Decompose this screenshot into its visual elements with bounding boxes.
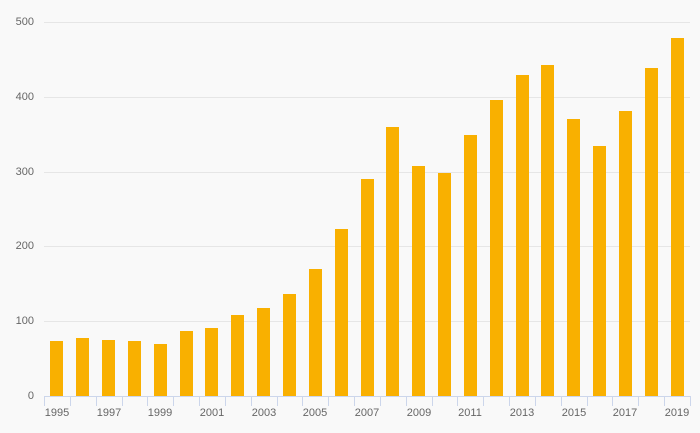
x-axis-tick [354, 397, 355, 406]
y-axis-label: 500 [15, 16, 34, 28]
x-axis-label: 2013 [509, 407, 535, 419]
y-axis-label: 300 [15, 165, 34, 178]
x-axis-label: 2011 [458, 407, 482, 419]
x-axis-line [44, 396, 691, 397]
x-axis-tick [251, 397, 252, 406]
x-axis-tick [122, 397, 123, 406]
x-axis-tick [173, 397, 174, 406]
x-axis-label: 2009 [406, 407, 432, 419]
column-bar-2018[interactable] [645, 68, 658, 396]
column-bar-2001[interactable] [205, 327, 218, 396]
x-axis-tick [483, 397, 484, 406]
x-axis-tick [664, 397, 665, 406]
y-axis-label: 200 [15, 240, 34, 253]
y-grid-line [44, 22, 690, 23]
x-axis-label: 2005 [302, 407, 328, 419]
x-axis-tick [44, 397, 45, 406]
x-axis-tick [509, 397, 510, 406]
x-axis-label: 2003 [251, 407, 277, 419]
x-axis-label: 2007 [354, 407, 380, 419]
x-axis-tick [302, 397, 303, 406]
column-bar-2008[interactable] [386, 127, 399, 396]
column-bar-2009[interactable] [412, 165, 425, 396]
x-axis-tick [96, 397, 97, 406]
column-bar-2000[interactable] [180, 330, 193, 396]
column-bar-1997[interactable] [102, 339, 115, 396]
column-bar-2019[interactable] [671, 37, 684, 396]
x-axis-tick [277, 397, 278, 406]
x-axis-tick [587, 397, 588, 406]
column-bar-1999[interactable] [154, 344, 167, 396]
column-bar-2011[interactable] [464, 134, 477, 396]
x-axis-tick [561, 397, 562, 406]
x-axis-label: 1999 [147, 407, 173, 419]
x-axis-tick [406, 397, 407, 406]
column-bar-2002[interactable] [231, 315, 244, 396]
y-axis-label: 400 [15, 90, 34, 103]
x-axis-label: 1997 [96, 407, 122, 419]
x-axis-tick [457, 397, 458, 406]
x-axis-tick [638, 397, 639, 406]
x-axis-tick [690, 397, 691, 406]
x-axis-tick [70, 397, 71, 406]
column-bar-2013[interactable] [516, 75, 529, 396]
column-bar-1996[interactable] [76, 337, 89, 396]
column-bar-2004[interactable] [283, 294, 296, 396]
x-axis-tick [225, 397, 226, 406]
x-axis-tick [147, 397, 148, 406]
column-bar-2006[interactable] [335, 229, 348, 396]
x-axis-label: 2017 [612, 407, 638, 419]
column-bar-2003[interactable] [257, 307, 270, 396]
column-bar-2017[interactable] [619, 111, 632, 396]
x-axis-tick [432, 397, 433, 406]
column-bar-2007[interactable] [361, 179, 374, 396]
y-grid-line [44, 96, 690, 98]
column-bar-2012[interactable] [490, 99, 503, 396]
x-axis-label: 1995 [44, 407, 70, 419]
column-bar-2005[interactable] [309, 268, 322, 396]
y-axis-label: 0 [27, 390, 34, 402]
x-axis-label: 2001 [199, 407, 225, 419]
column-bar-2016[interactable] [593, 146, 606, 396]
x-axis-tick [612, 397, 613, 406]
column-bar-1998[interactable] [128, 340, 141, 396]
y-axis-label: 100 [15, 315, 34, 328]
x-axis-tick [535, 397, 536, 406]
column-bar-1995[interactable] [50, 341, 63, 396]
x-axis-tick [380, 397, 381, 406]
x-axis-label: 2015 [561, 407, 587, 419]
column-bar-2015[interactable] [567, 119, 580, 396]
x-axis-tick [199, 397, 200, 406]
x-axis-tick [328, 397, 329, 406]
column-bar-2014[interactable] [541, 65, 554, 396]
x-axis-label: 2019 [664, 407, 690, 419]
column-bar-2010[interactable] [438, 173, 451, 396]
